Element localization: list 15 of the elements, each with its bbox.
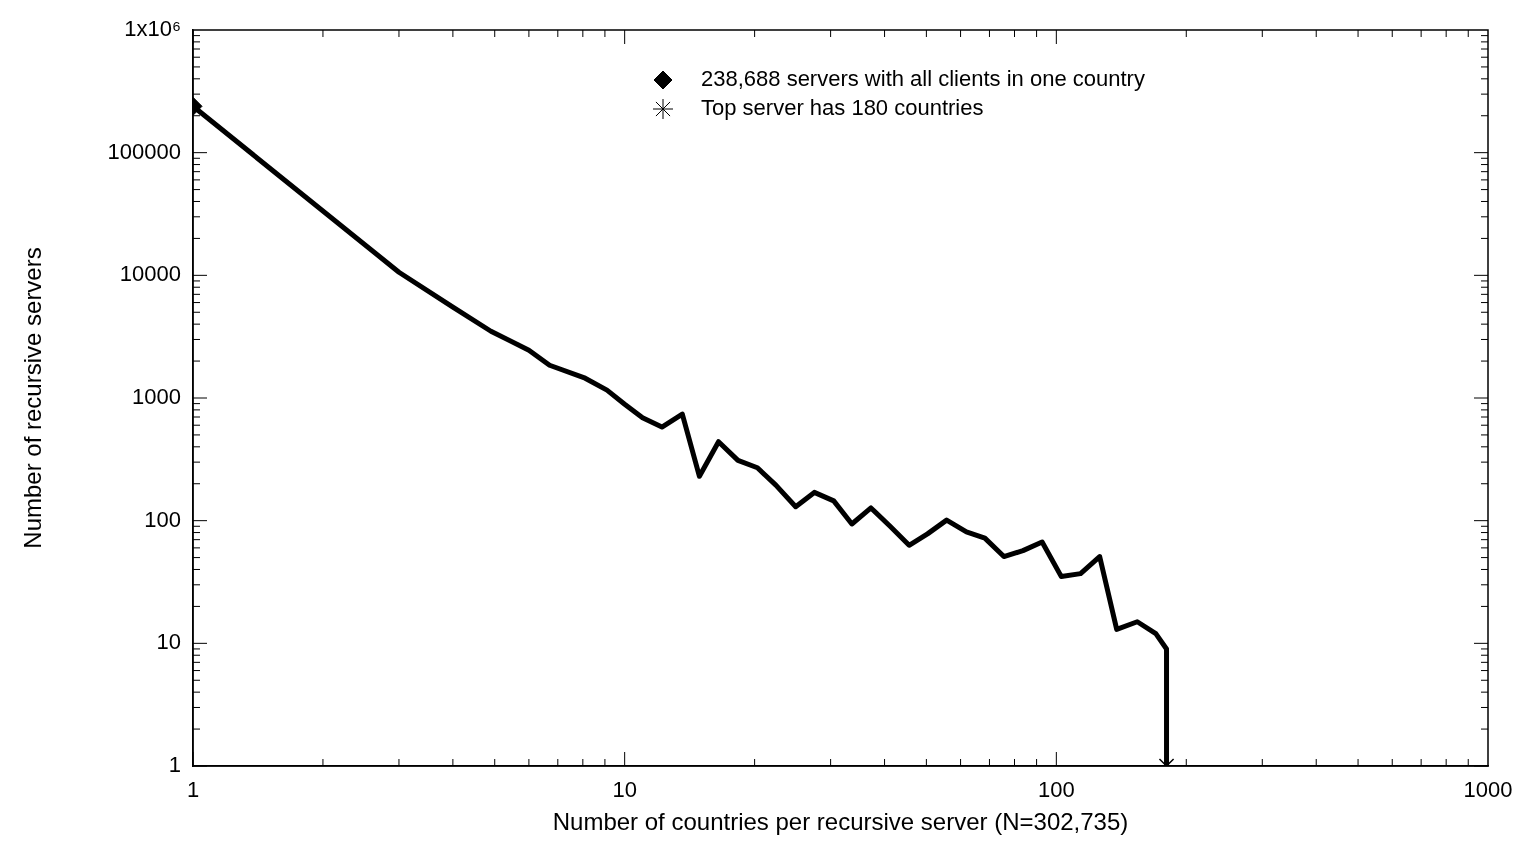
y-tick-label: 100000 [107,138,181,164]
y-axis-title: Number of recursive servers [19,247,47,549]
x-tick-label: 1 [186,777,200,803]
legend-label: 238,688 servers with all clients in one country [701,66,1145,92]
y-tick-label: 1x10⁶ [124,16,181,42]
y-tick-label: 100 [144,506,181,532]
y-tick-label: 10 [156,629,181,655]
y-tick-label: 10000 [119,261,181,287]
x-tick-label: 100 [1037,777,1075,803]
y-tick-label: 1 [168,752,181,778]
y-tick-label: 1000 [132,384,181,410]
legend-label: Top server has 180 countries [701,95,984,121]
x-axis-title: Number of countries per recursive server (N=302,735) [552,808,1129,836]
x-tick-label: 1000 [1463,777,1513,803]
x-tick-label: 10 [612,777,637,803]
